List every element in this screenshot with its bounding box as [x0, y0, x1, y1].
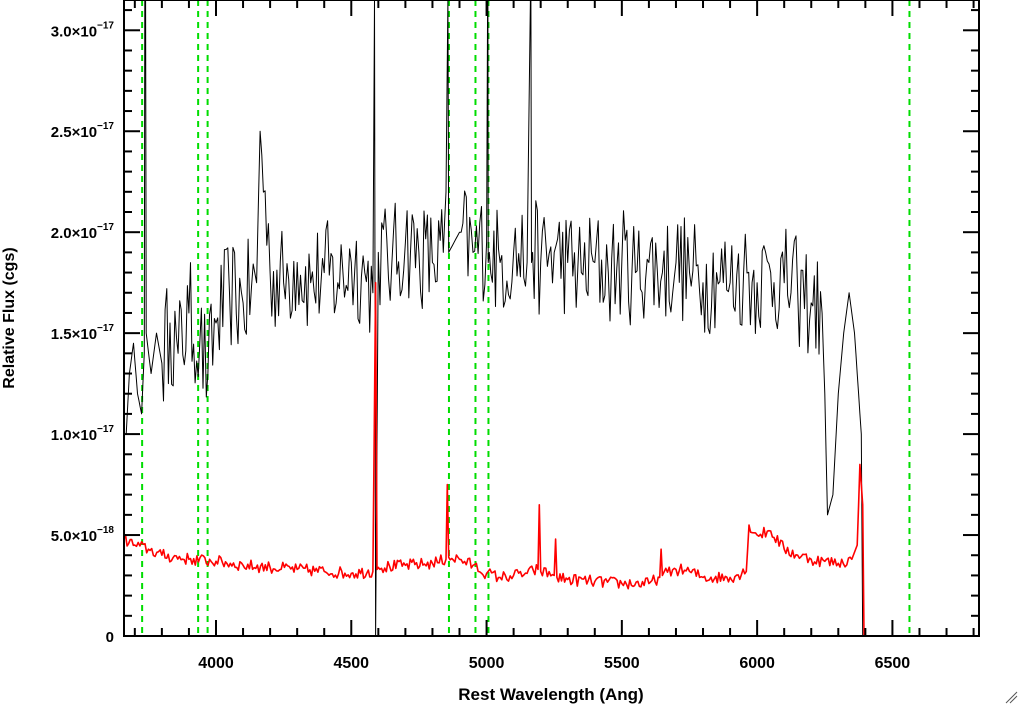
- y-tick-label: 2.0×10−17: [51, 222, 115, 242]
- x-tick-labels: 4000 4500 5000 5500 6000 6500: [198, 655, 910, 672]
- series-0-line: [125, 0, 864, 637]
- series-layer: [123, 0, 979, 637]
- y-tick-label: 0: [106, 629, 114, 646]
- x-tick-label: 6000: [739, 655, 775, 672]
- y-tick-label: 5.0×10−18: [51, 525, 115, 545]
- x-tick-label: 5000: [469, 655, 505, 672]
- y-tick-labels: 0 5.0×10−18 1.0×10−17 1.5×10−17 2.0×10−17 2.5…: [51, 20, 115, 646]
- resize-grip-icon[interactable]: [1004, 690, 1018, 704]
- axis-ticks: [124, 0, 979, 637]
- y-tick-label: 2.5×10−17: [51, 121, 115, 141]
- x-tick-label: 6500: [875, 655, 911, 672]
- x-axis-label: Rest Wavelength (Ang): [458, 685, 643, 704]
- series-1-line: [123, 281, 979, 637]
- x-tick-label: 4000: [198, 655, 234, 672]
- plot-frame: [123, 0, 980, 637]
- x-tick-label: 5500: [604, 655, 640, 672]
- y-tick-label: 1.5×10−17: [51, 323, 115, 343]
- x-tick-label: 4500: [333, 655, 369, 672]
- y-tick-label: 3.0×10−17: [51, 20, 115, 40]
- y-tick-label: 1.0×10−17: [51, 424, 115, 444]
- y-axis-label: Relative Flux (cgs): [1, 247, 18, 388]
